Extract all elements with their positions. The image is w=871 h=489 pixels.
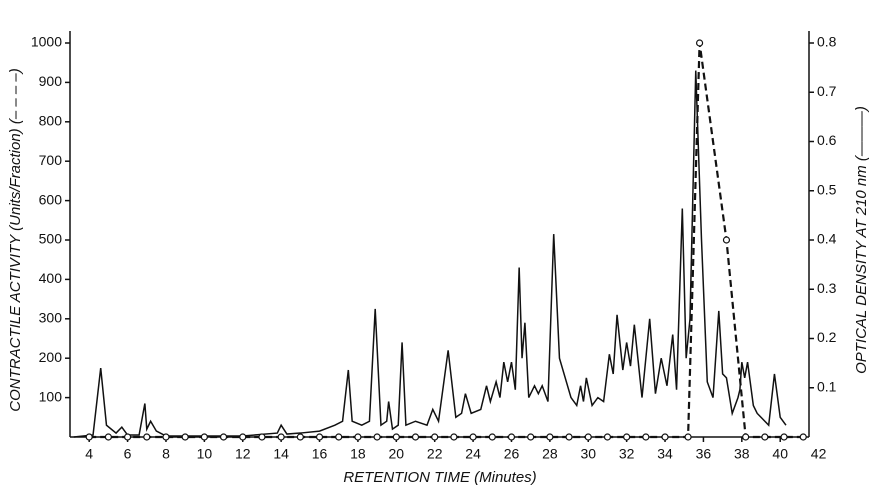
- y2-tick-label: 0.4: [817, 231, 837, 247]
- fraction-point: [642, 433, 650, 441]
- y2-tick-label: 0.6: [817, 132, 837, 148]
- x-tick-label: 12: [235, 446, 251, 462]
- x-tick-label: 8: [162, 446, 170, 462]
- fraction-point: [722, 236, 731, 244]
- fraction-point: [527, 433, 535, 441]
- x-tick-label: 10: [197, 446, 213, 462]
- fraction-point: [181, 433, 189, 441]
- fraction-point: [85, 433, 93, 441]
- y2-tick-label: 0.3: [817, 280, 837, 296]
- fraction-point: [469, 433, 477, 441]
- y2-tick-label: 0.5: [817, 181, 837, 197]
- y-tick-label: 700: [39, 152, 63, 168]
- fraction-point: [373, 433, 381, 441]
- fraction-point: [200, 433, 208, 441]
- x-axis-title: RETENTION TIME (Minutes): [343, 469, 536, 486]
- y2-tick-label: 0.2: [817, 329, 837, 345]
- fraction-point: [143, 433, 151, 441]
- x-tick-label: 18: [350, 446, 366, 462]
- activity-line: [89, 42, 804, 439]
- y-tick-label: 600: [39, 191, 63, 207]
- fraction-point: [684, 433, 692, 441]
- fraction-point: [695, 39, 704, 47]
- fraction-point: [296, 433, 304, 441]
- y2-tick-label: 0.8: [817, 34, 837, 50]
- y-tick-label: 400: [39, 270, 63, 286]
- fraction-point: [603, 433, 612, 441]
- y-tick-label: 1000: [31, 34, 62, 50]
- fraction-point: [219, 433, 228, 441]
- x-tick-label: 24: [465, 446, 481, 462]
- fraction-point: [565, 433, 573, 441]
- fraction-point: [507, 433, 516, 441]
- y-tick-label: 300: [39, 310, 63, 326]
- y-tick-label: 200: [39, 349, 63, 365]
- fraction-point: [315, 433, 324, 441]
- x-tick-label: 42: [811, 446, 827, 462]
- x-tick-label: 16: [312, 446, 328, 462]
- fraction-point: [411, 433, 420, 441]
- fraction-point: [258, 433, 266, 441]
- x-tick-label: 30: [580, 446, 596, 462]
- fraction-point: [450, 433, 458, 441]
- fraction-point: [392, 433, 400, 441]
- x-tick-label: 38: [734, 446, 750, 462]
- y-tick-label: 500: [39, 231, 63, 247]
- od-trace: [73, 70, 787, 438]
- y2-tick-label: 0.7: [817, 83, 837, 99]
- y2-axis-title: OPTICAL DENSITY AT 210 nm (———): [853, 106, 870, 374]
- x-tick-label: 4: [85, 446, 93, 462]
- y-tick-label: 100: [39, 388, 63, 404]
- x-tick-label: 6: [124, 446, 132, 462]
- fraction-point: [780, 433, 788, 441]
- fraction-point: [799, 433, 807, 441]
- x-tick-label: 22: [427, 446, 443, 462]
- y-axis-title: CONTRACTILE ACTIVITY (Units/Fraction) (–…: [7, 68, 24, 411]
- fraction-point: [546, 433, 554, 441]
- fraction-point: [431, 433, 439, 441]
- fraction-point: [584, 433, 592, 441]
- x-tick-label: 28: [542, 446, 558, 462]
- x-tick-label: 34: [657, 446, 673, 462]
- fraction-point: [335, 433, 343, 441]
- fraction-point: [123, 433, 132, 441]
- y-tick-label: 900: [39, 73, 63, 89]
- x-tick-label: 26: [504, 446, 520, 462]
- x-tick-label: 32: [619, 446, 635, 462]
- fraction-point: [623, 433, 631, 441]
- fraction-point: [354, 433, 362, 441]
- y2-tick-label: 0.1: [817, 378, 837, 394]
- fraction-point: [277, 433, 285, 441]
- y-tick-label: 800: [39, 113, 63, 129]
- fraction-point: [488, 433, 496, 441]
- fraction-point: [742, 433, 750, 441]
- fraction-point: [162, 433, 170, 441]
- fraction-point: [239, 433, 247, 441]
- x-tick-label: 36: [696, 446, 712, 462]
- x-tick-label: 20: [389, 446, 405, 462]
- x-tick-label: 40: [772, 446, 788, 462]
- fraction-point: [661, 433, 669, 441]
- fraction-point: [761, 433, 769, 441]
- x-tick-label: 14: [273, 446, 289, 462]
- fraction-point: [104, 433, 112, 441]
